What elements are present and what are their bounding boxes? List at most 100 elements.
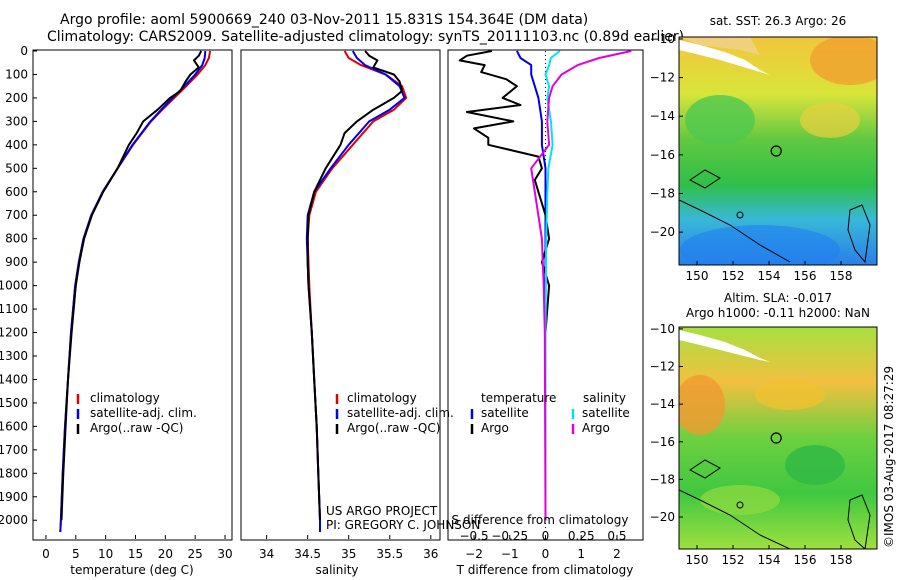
depth-tick-label: 1400	[0, 372, 28, 386]
x-tick-label: 20	[158, 547, 173, 561]
map-x-tick-label: 152	[722, 269, 745, 283]
sst-cold-patch	[680, 225, 840, 265]
reef-outline	[847, 204, 871, 264]
depth-tick-label: 2000	[0, 513, 28, 527]
s-tick-label: −0.5	[459, 529, 488, 543]
depth-tick-label: 1200	[0, 326, 28, 340]
series-line-t-argo	[458, 50, 551, 521]
depth-tick-label: 700	[5, 208, 28, 222]
temperature-panel: 0 5 10 15 20 25 30	[42, 50, 233, 561]
sla-low-patch	[785, 445, 845, 485]
series-line-argo-raw-qc-	[60, 50, 203, 521]
t-difference-xlabel: T difference from climatology	[456, 563, 634, 577]
map-y-tick-label: −10	[650, 322, 675, 336]
legend-label-satellite: satellite-adj. clim.	[90, 406, 197, 420]
map-y-tick-label: −16	[650, 435, 675, 449]
map-x-tick-label: 158	[830, 269, 853, 283]
x-tick-label: 35.5	[376, 547, 403, 561]
s-tick-label: 0.5	[607, 529, 626, 543]
island-outline	[736, 211, 744, 219]
argo-position-marker	[770, 432, 782, 444]
reef-outline	[847, 494, 871, 549]
difference-panel-frame	[447, 49, 644, 541]
legend-label-s-argo: Argo	[582, 421, 610, 435]
map-y-tick-label: −16	[650, 148, 675, 162]
depth-tick-label: 0	[20, 44, 28, 58]
sla-map-title: Altim. SLA: -0.017	[724, 291, 832, 305]
sst-warm-patch	[810, 37, 877, 85]
legend-label-climatology: climatology	[90, 391, 160, 405]
x-tick-label: 34.5	[294, 547, 321, 561]
difference-legend: temperature satellite Argo salinity sate…	[470, 391, 630, 435]
legend-label-s-satellite: satellite	[582, 406, 630, 420]
map-x-tick-label: 152	[722, 553, 745, 567]
map-x-tick-label: 158	[830, 553, 853, 567]
depth-tick-label: 1800	[0, 466, 28, 480]
legend-label-argo: Argo(..raw -QC)	[90, 421, 183, 435]
map-y-tick-label: −18	[650, 472, 675, 486]
sst-map	[678, 36, 878, 266]
argo-position-marker	[770, 145, 782, 157]
x-tick-label: −1	[501, 547, 519, 561]
depth-tick-label: 500	[5, 161, 28, 175]
land-shade	[679, 37, 760, 55]
sst-cool-patch	[685, 95, 755, 145]
coastline-new-guinea	[679, 330, 770, 362]
x-tick-label: 36	[423, 547, 438, 561]
x-tick-label: 10	[98, 547, 113, 561]
series-line-climatology	[306, 50, 408, 532]
depth-tick-label: 1700	[0, 443, 28, 457]
figure-title-line2: Climatology: CARS2009. Satellite-adjuste…	[47, 29, 685, 45]
series-line-s-argo	[530, 50, 632, 521]
depth-tick-label: 1600	[0, 419, 28, 433]
depth-tick-label: 800	[5, 232, 28, 246]
sst-map-axes: 150 152 154 156 158 −10 −12 −14 −16 −18 −20	[650, 32, 853, 283]
x-tick-label: 25	[188, 547, 203, 561]
project-line1: US ARGO PROJECT	[326, 504, 438, 518]
map-x-tick-label: 156	[794, 553, 817, 567]
sst-warm-patch	[800, 102, 860, 138]
legend-title-salinity: salinity	[583, 391, 626, 405]
imos-credit: ©IMOS 03-Aug-2017 08:27:29	[882, 366, 896, 548]
difference-panel: −2 −1 0 1 2 −0.5 −0.25 0 0.25 0.5	[458, 50, 632, 561]
bathymetry-contour	[679, 199, 791, 263]
depth-tick-label: 1500	[0, 396, 28, 410]
x-tick-label: 2	[613, 547, 621, 561]
sst-map-title: sat. SST: 26.3 Argo: 26	[710, 14, 847, 28]
s-difference-xlabel: S difference from climatology	[452, 513, 629, 527]
series-line-s-satellite	[544, 50, 561, 521]
x-tick-label: 30	[217, 547, 232, 561]
legend-label-t-argo: Argo	[481, 421, 509, 435]
legend-label-argo: Argo(..raw -QC)	[347, 421, 440, 435]
sla-map-axes: 150 152 154 156 158 −10 −12 −14 −16 −18 −20	[650, 322, 853, 567]
map-x-tick-label: 150	[686, 553, 709, 567]
reef-outline	[689, 459, 721, 479]
legend-label-climatology: climatology	[347, 391, 417, 405]
depth-tick-label: 1900	[0, 490, 28, 504]
temperature-panel-frame	[32, 49, 233, 541]
salinity-panel-frame	[240, 49, 441, 541]
depth-tick-label: 600	[5, 185, 28, 199]
x-tick-label: −2	[465, 547, 483, 561]
temperature-xlabel: temperature (deg C)	[70, 563, 193, 577]
legend-label-satellite: satellite-adj. clim.	[347, 406, 454, 420]
depth-tick-label: 300	[5, 114, 28, 128]
project-line2: PI: GREGORY C. JOHNSON	[326, 518, 480, 532]
map-y-tick-label: −18	[650, 187, 675, 201]
s-tick-label: 0.25	[568, 529, 595, 543]
x-tick-label: 0	[542, 547, 550, 561]
x-tick-label: 34	[259, 547, 274, 561]
x-tick-label: 5	[72, 547, 80, 561]
series-line-satellite-adj-clim-	[59, 50, 207, 533]
map-x-tick-label: 150	[686, 269, 709, 283]
legend-title-temperature: temperature	[481, 391, 556, 405]
temperature-legend: climatology satellite-adj. clim. Argo(..…	[76, 391, 197, 435]
legend-label-t-satellite: satellite	[481, 406, 529, 420]
map-y-tick-label: −14	[650, 109, 675, 123]
sla-mid-patch	[700, 485, 780, 515]
map-y-tick-label: −20	[650, 225, 675, 239]
depth-tick-label: 400	[5, 138, 28, 152]
x-tick-label: 0	[42, 547, 50, 561]
x-tick-label: 15	[128, 547, 143, 561]
